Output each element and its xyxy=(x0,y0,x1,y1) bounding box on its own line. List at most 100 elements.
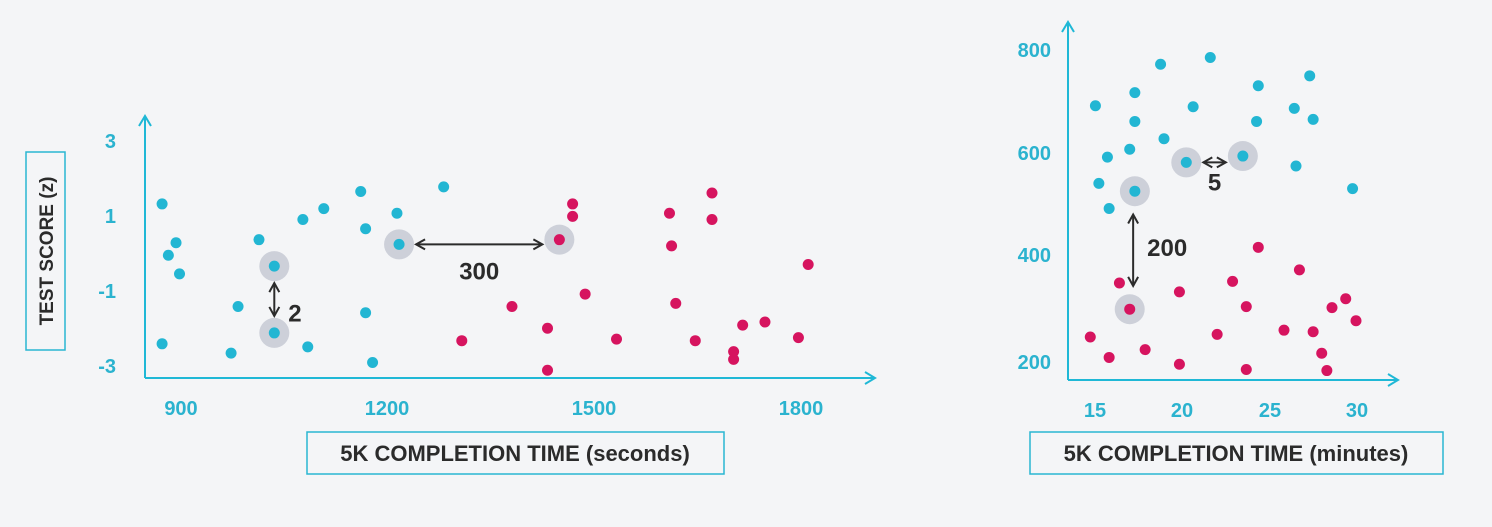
x-label-box xyxy=(306,431,725,475)
data-point xyxy=(232,301,244,313)
data-point xyxy=(268,327,280,339)
data-point xyxy=(1089,100,1101,112)
data-point xyxy=(1240,364,1252,376)
y-label-box xyxy=(25,151,66,351)
data-point xyxy=(367,356,379,368)
x-tick-label: 15 xyxy=(1084,400,1106,422)
y-tick-label: 3 xyxy=(105,131,116,153)
data-point xyxy=(689,335,701,347)
data-point xyxy=(1124,143,1136,155)
data-point xyxy=(156,338,168,350)
data-point xyxy=(706,187,718,199)
data-point xyxy=(360,223,372,235)
distance-label: 5 xyxy=(1208,169,1221,196)
data-point xyxy=(792,332,804,344)
data-point xyxy=(1139,344,1151,356)
y-tick-label: 1 xyxy=(105,206,116,228)
data-point xyxy=(579,288,591,300)
data-point xyxy=(802,259,814,271)
data-point xyxy=(1321,365,1333,377)
seconds-chart: TEST SCORE (z) 5K COMPLETION TIME (secon… xyxy=(25,114,877,475)
x-tick-label: 1500 xyxy=(572,398,617,420)
annotations: 2 300 xyxy=(274,244,542,328)
data-point xyxy=(728,353,740,365)
data-point xyxy=(1180,156,1192,168)
distance-label: 2 xyxy=(288,301,301,328)
y-axis-label: TEST SCORE (z) xyxy=(37,177,58,326)
x-tick-label: 900 xyxy=(164,398,197,420)
data-point xyxy=(1251,115,1263,127)
data-point xyxy=(391,207,403,219)
x-tick-labels: 15 20 25 30 xyxy=(1084,400,1368,422)
distance-label: 300 xyxy=(459,258,499,285)
data-point xyxy=(1350,315,1362,327)
data-point xyxy=(1211,328,1223,340)
data-point xyxy=(1173,286,1185,298)
x-axis-label: 5K COMPLETION TIME (seconds) xyxy=(340,441,690,466)
minutes-chart: 5K COMPLETION TIME (minutes) 800 600 400… xyxy=(1018,20,1444,475)
y-tick-label: 400 xyxy=(1018,245,1051,267)
data-point xyxy=(737,319,749,331)
x-tick-label: 20 xyxy=(1171,400,1193,422)
data-points xyxy=(156,181,814,376)
y-tick-label: 800 xyxy=(1018,40,1051,62)
data-point xyxy=(1124,303,1136,315)
data-point xyxy=(1158,133,1170,145)
data-point xyxy=(355,185,367,197)
data-point xyxy=(438,181,450,193)
data-point xyxy=(553,234,565,246)
x-tick-label: 25 xyxy=(1259,400,1281,422)
data-point xyxy=(1084,331,1096,343)
x-axis-label: 5K COMPLETION TIME (minutes) xyxy=(1064,441,1409,466)
data-point xyxy=(1288,102,1300,114)
data-point xyxy=(1307,113,1319,125)
y-tick-label: 200 xyxy=(1018,352,1051,374)
data-point xyxy=(1227,275,1239,287)
y-tick-labels: 800 600 400 200 xyxy=(1018,40,1051,374)
data-point xyxy=(1304,70,1316,82)
data-points xyxy=(1084,51,1362,377)
data-point xyxy=(162,249,174,261)
x-tick-labels: 900 1200 1500 1800 xyxy=(164,398,823,420)
data-point xyxy=(456,335,468,347)
data-point xyxy=(542,364,554,376)
data-point xyxy=(1316,347,1328,359)
data-point xyxy=(567,210,579,222)
x-label-box xyxy=(1029,431,1444,475)
x-tick-label: 1200 xyxy=(365,398,410,420)
data-point xyxy=(318,203,330,215)
data-point xyxy=(1347,183,1359,195)
data-point xyxy=(567,198,579,210)
data-point xyxy=(1129,115,1141,127)
data-point xyxy=(360,307,372,319)
data-point xyxy=(253,234,265,246)
data-point xyxy=(1326,302,1338,314)
data-point xyxy=(1173,358,1185,370)
data-point xyxy=(542,322,554,334)
highlight-rings xyxy=(259,224,575,348)
data-point xyxy=(1093,177,1105,189)
y-tick-label: 600 xyxy=(1018,143,1051,165)
data-point xyxy=(1307,326,1319,338)
data-point xyxy=(1101,151,1113,163)
data-point xyxy=(728,346,740,358)
data-point xyxy=(156,198,168,210)
data-point xyxy=(1129,185,1141,197)
x-tick-label: 1800 xyxy=(779,398,824,420)
data-point xyxy=(174,268,186,280)
data-point xyxy=(1204,51,1216,63)
data-point xyxy=(302,341,314,353)
data-point xyxy=(225,347,237,359)
data-point xyxy=(663,207,675,219)
data-point xyxy=(670,297,682,309)
data-point xyxy=(393,238,405,250)
data-point xyxy=(759,316,771,328)
y-tick-labels: 3 1 -1 -3 xyxy=(98,131,116,378)
data-point xyxy=(1340,293,1352,305)
data-point xyxy=(666,240,678,252)
data-point xyxy=(1129,87,1141,99)
data-point xyxy=(1155,58,1167,70)
